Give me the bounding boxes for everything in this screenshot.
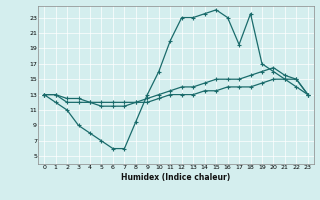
X-axis label: Humidex (Indice chaleur): Humidex (Indice chaleur) [121,173,231,182]
